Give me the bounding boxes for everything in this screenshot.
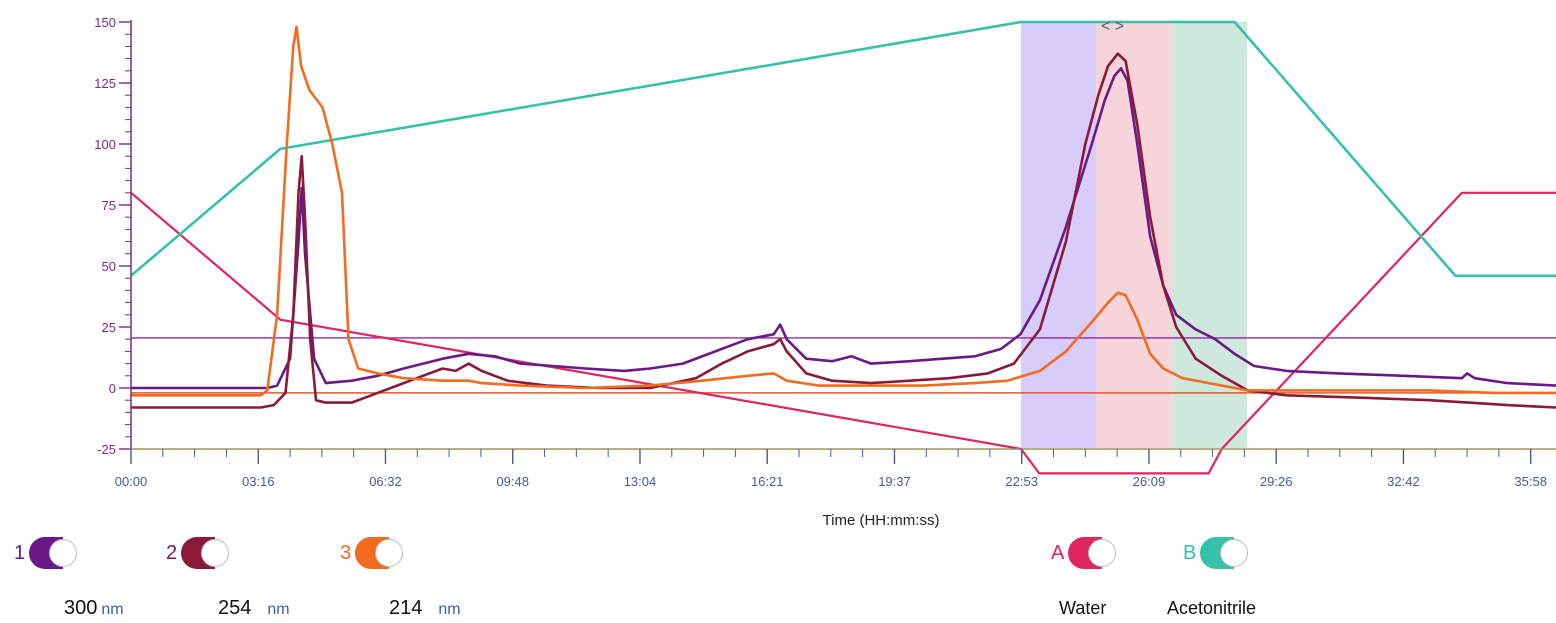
solvent-a-switch[interactable] [1068,537,1118,569]
wavelength-unit: nm [438,601,461,618]
channel-2-wavelength: 254 nm [218,597,290,620]
solvent-b-switch[interactable] [1200,537,1250,569]
series-line-1 [131,67,1556,390]
series-line-B [130,20,1556,278]
y-tick-label: 150 [94,15,116,30]
x-tick-label: 22:53 [1005,474,1038,489]
wavelength-value: 254 [218,597,252,619]
fraction-band-1 [1021,22,1097,449]
channel-1-toggle[interactable]: 1 [14,537,79,569]
x-tick-label: 35:58 [1514,474,1547,489]
wavelength-value: 300 [64,597,98,619]
solvent-b-label: B [1183,541,1197,564]
threshold-lines [131,337,1556,450]
channel-3-label: 3 [340,541,352,564]
solvent-a-name: Water [1059,598,1107,618]
chart-series [130,20,1556,475]
y-tick-label: 50 [102,259,116,274]
wavelength-unit: nm [101,601,124,618]
y-tick-label: 25 [102,320,116,335]
fraction-drag-handle[interactable]: < > [1101,18,1125,35]
chromatogram-chart: 150 125 100 75 50 25 0 -25 00:00 03:16 06:32 09:48… [94,15,1556,529]
fraction-band-2 [1096,22,1173,449]
channel-1-switch[interactable] [29,537,79,569]
wavelength-unit: nm [267,601,290,618]
y-tick-label: -25 [97,442,116,457]
channel-2-toggle[interactable]: 2 [166,537,231,569]
channel-3-switch[interactable] [355,537,405,569]
channel-1-label: 1 [14,541,26,564]
fraction-bands [1021,22,1247,449]
y-tick-label: 100 [94,137,116,152]
y-tick-label: 125 [94,76,116,91]
x-tick-label: 06:32 [369,474,402,489]
solvent-b-name: Acetonitrile [1167,598,1257,618]
wavelength-value: 214 [389,597,423,619]
channel-2-label: 2 [166,541,178,564]
x-tick-label: 19:37 [878,474,911,489]
channel-3-wavelength: 214 nm [389,597,461,620]
x-tick-label: 00:00 [115,474,148,489]
solvent-a-toggle[interactable]: A [1051,537,1118,569]
x-tick-label: 29:26 [1260,474,1293,489]
channel-3-toggle[interactable]: 3 [340,537,405,569]
y-axis: 150 125 100 75 50 25 0 -25 [94,15,132,457]
solvent-a-label: A [1051,541,1065,564]
x-axis: 00:00 03:16 06:32 09:48 13:04 16:21 19:37 22:53… [115,448,1556,489]
series-line-3 [131,25,1556,397]
series-line-2 [131,52,1556,409]
x-tick-label: 09:48 [496,474,529,489]
x-tick-label: 32:42 [1387,474,1420,489]
channel-2-switch[interactable] [181,537,231,569]
solvent-b-toggle[interactable]: B [1183,537,1250,569]
x-tick-label: 13:04 [624,474,657,489]
y-tick-label: 75 [102,198,116,213]
x-axis-label: Time (HH:mm:ss) [823,512,940,529]
y-tick-label: 0 [109,381,116,396]
channel-1-wavelength: 300 nm [64,597,124,620]
x-tick-label: 03:16 [242,474,275,489]
x-tick-label: 26:09 [1133,474,1166,489]
x-tick-label: 16:21 [751,474,784,489]
